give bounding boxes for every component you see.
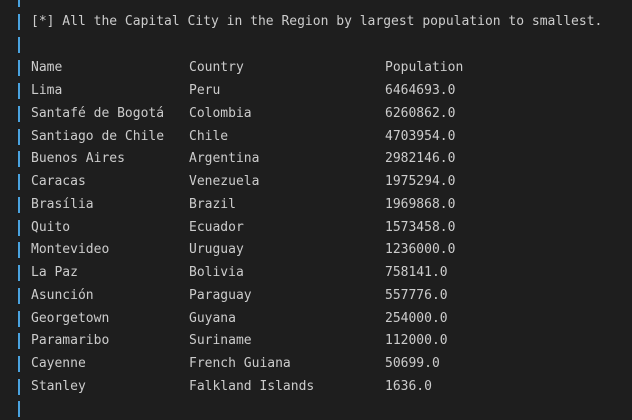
cell-name: Cayenne bbox=[31, 356, 86, 371]
cell-name: Brasília bbox=[31, 197, 94, 212]
cell-country: Guyana bbox=[189, 311, 236, 326]
column-header-name: Name bbox=[31, 60, 63, 75]
cell-population: 1969868.0 bbox=[385, 197, 456, 212]
column-header-population: Population bbox=[385, 60, 464, 75]
table-row: Paramaribo Suriname 112000.0 bbox=[0, 330, 632, 352]
gutter-bar bbox=[18, 174, 20, 190]
gutter-bar bbox=[18, 151, 20, 167]
cell-name: Stanley bbox=[31, 379, 86, 394]
table-row: Brasília Brazil 1969868.0 bbox=[0, 194, 632, 216]
cell-population: 758141.0 bbox=[385, 265, 448, 280]
gutter-bar bbox=[18, 37, 20, 53]
cell-name: Paramaribo bbox=[31, 333, 110, 348]
gutter-bar bbox=[18, 379, 20, 395]
gutter-bar bbox=[18, 14, 20, 30]
cell-country: Venezuela bbox=[189, 174, 260, 189]
gutter-bar bbox=[18, 197, 20, 213]
table-row: Caracas Venezuela 1975294.0 bbox=[0, 171, 632, 193]
cell-country: Uruguay bbox=[189, 242, 244, 257]
table-row: Montevideo Uruguay 1236000.0 bbox=[0, 239, 632, 261]
gutter-line bbox=[0, 34, 632, 56]
gutter-line bbox=[0, 0, 632, 10]
heading-line: [*] All the Capital City in the Region b… bbox=[0, 11, 632, 33]
table-row: Santafé de Bogotá Colombia 6260862.0 bbox=[0, 103, 632, 125]
cell-population: 254000.0 bbox=[385, 311, 448, 326]
cell-country: Paraguay bbox=[189, 288, 252, 303]
gutter-bar bbox=[18, 83, 20, 99]
cell-population: 6260862.0 bbox=[385, 106, 456, 121]
gutter-bar bbox=[18, 60, 20, 76]
gutter-bar bbox=[18, 265, 20, 281]
table-row: Cayenne French Guiana 50699.0 bbox=[0, 353, 632, 375]
table-header-row: Name Country Population bbox=[0, 57, 632, 79]
table-row: La Paz Bolivia 758141.0 bbox=[0, 262, 632, 284]
cell-name: Quito bbox=[31, 220, 71, 235]
table-row: Buenos Aires Argentina 2982146.0 bbox=[0, 148, 632, 170]
cell-name: Santafé de Bogotá bbox=[31, 106, 165, 121]
gutter-bar bbox=[18, 311, 20, 327]
cell-name: Georgetown bbox=[31, 311, 110, 326]
gutter-bar bbox=[18, 356, 20, 372]
cell-population: 1236000.0 bbox=[385, 242, 456, 257]
cell-name: Montevideo bbox=[31, 242, 110, 257]
cell-population: 557776.0 bbox=[385, 288, 448, 303]
gutter-bar bbox=[18, 401, 20, 417]
cell-population: 6464693.0 bbox=[385, 83, 456, 98]
table-row: Asunción Paraguay 557776.0 bbox=[0, 285, 632, 307]
column-header-country: Country bbox=[189, 60, 244, 75]
cell-name: Asunción bbox=[31, 288, 94, 303]
cell-country: Suriname bbox=[189, 333, 252, 348]
cell-name: Caracas bbox=[31, 174, 86, 189]
gutter-bar bbox=[18, 220, 20, 236]
gutter-bar bbox=[18, 333, 20, 349]
cell-country: Peru bbox=[189, 83, 221, 98]
cell-population: 1573458.0 bbox=[385, 220, 456, 235]
cell-country: Colombia bbox=[189, 106, 252, 121]
cell-population: 50699.0 bbox=[385, 356, 440, 371]
gutter-bar bbox=[18, 288, 20, 304]
table-row: Santiago de Chile Chile 4703954.0 bbox=[0, 126, 632, 148]
table-row: Quito Ecuador 1573458.0 bbox=[0, 217, 632, 239]
cell-population: 1975294.0 bbox=[385, 174, 456, 189]
gutter-bar bbox=[18, 129, 20, 145]
table-row: Lima Peru 6464693.0 bbox=[0, 80, 632, 102]
gutter-bar bbox=[18, 242, 20, 258]
cell-population: 4703954.0 bbox=[385, 129, 456, 144]
cell-name: La Paz bbox=[31, 265, 78, 280]
gutter-bar bbox=[18, 106, 20, 122]
cell-country: Argentina bbox=[189, 151, 260, 166]
cell-name: Santiago de Chile bbox=[31, 129, 165, 144]
cell-country: Brazil bbox=[189, 197, 236, 212]
gutter-line bbox=[0, 398, 632, 420]
cell-population: 1636.0 bbox=[385, 379, 432, 394]
output-heading: [*] All the Capital City in the Region b… bbox=[31, 14, 603, 29]
gutter-bar bbox=[18, 0, 20, 7]
cell-country: Falkland Islands bbox=[189, 379, 315, 394]
cell-country: Chile bbox=[189, 129, 229, 144]
cell-country: French Guiana bbox=[189, 356, 291, 371]
table-row: Stanley Falkland Islands 1636.0 bbox=[0, 376, 632, 398]
table-row: Georgetown Guyana 254000.0 bbox=[0, 308, 632, 330]
cell-name: Buenos Aires bbox=[31, 151, 125, 166]
cell-country: Bolivia bbox=[189, 265, 244, 280]
cell-name: Lima bbox=[31, 83, 63, 98]
cell-population: 2982146.0 bbox=[385, 151, 456, 166]
cell-population: 112000.0 bbox=[385, 333, 448, 348]
cell-country: Ecuador bbox=[189, 220, 244, 235]
